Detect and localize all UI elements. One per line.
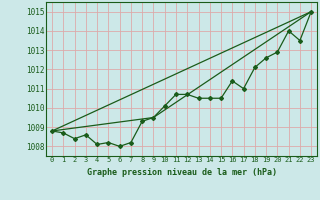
X-axis label: Graphe pression niveau de la mer (hPa): Graphe pression niveau de la mer (hPa)	[87, 168, 276, 177]
